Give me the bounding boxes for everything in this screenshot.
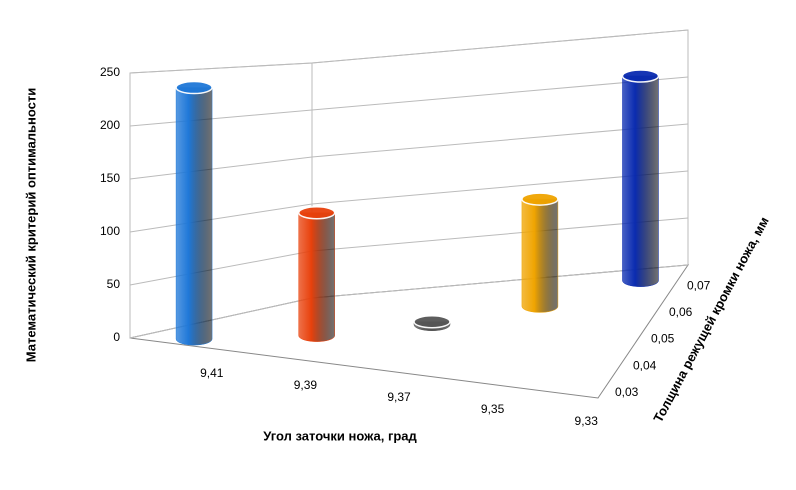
bar-top [297,206,336,220]
z-tick-label: 0,03 [615,385,639,399]
y-tick-label: 100 [100,224,120,238]
bar-top [413,315,451,329]
bar [521,198,559,313]
x-tick-label: 9,33 [575,414,599,428]
grid-line [129,29,689,74]
bar [298,212,335,342]
bar-top [175,80,213,95]
x-tick-label: 9,39 [294,378,318,392]
left-wall [129,62,313,339]
x-tick-label: 9,41 [200,366,224,380]
y-tick-label: 150 [100,171,120,185]
z-tick-label: 0,07 [687,278,711,292]
y-axis-title: Математический критерий оптимальности [23,88,38,362]
y-tick-label: 50 [107,277,121,291]
bar [622,75,659,287]
y-tick-label: 0 [113,330,120,344]
y-tick-label: 250 [100,65,120,79]
bar [175,87,213,346]
x-tick-label: 9,37 [387,390,411,404]
z-tick-label: 0,05 [651,332,675,346]
z-tick-label: 0,06 [669,305,693,319]
x-tick-label: 9,35 [481,402,505,416]
z-tick-label: 0,04 [633,358,657,372]
y-tick-label: 200 [100,118,120,132]
bar-top [621,69,660,83]
bar-top [521,192,559,206]
x-axis-title: Угол заточки ножа, град [263,428,417,443]
